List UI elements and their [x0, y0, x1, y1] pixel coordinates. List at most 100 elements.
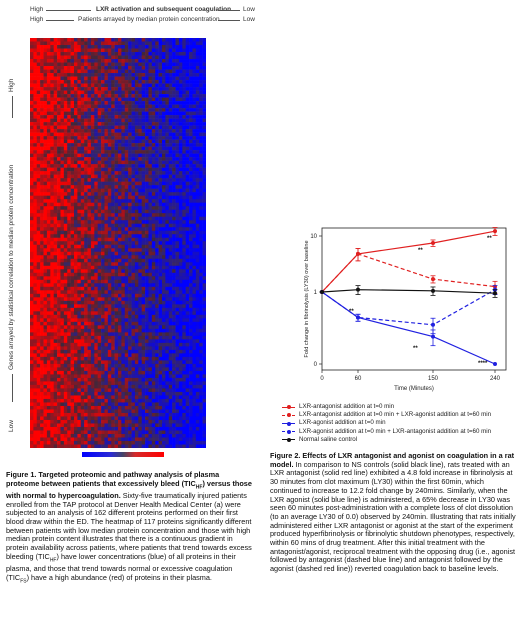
- heatmap-cell: [182, 76, 186, 81]
- heatmap-cell: [145, 52, 149, 56]
- heatmap-cell: [165, 370, 170, 375]
- heatmap-cell: [162, 293, 166, 298]
- heatmap-cell: [30, 80, 34, 84]
- heatmap-cell: [107, 104, 112, 109]
- heatmap-cell: [158, 258, 163, 263]
- heatmap-cell: [50, 108, 54, 112]
- heatmap-cell: [199, 332, 203, 337]
- heatmap-cell: [111, 185, 115, 189]
- heatmap-cell: [158, 188, 163, 193]
- heatmap-cell: [121, 164, 126, 168]
- heatmap-cell: [128, 171, 132, 175]
- heatmap-cell: [33, 132, 38, 137]
- heatmap-cell: [84, 167, 88, 172]
- heatmap-cell: [57, 290, 61, 295]
- heatmap-cell: [195, 139, 200, 144]
- heatmap-cell: [148, 181, 153, 186]
- heatmap-cell: [57, 157, 61, 161]
- heatmap-cell: [199, 94, 203, 98]
- heatmap-cell: [107, 244, 112, 249]
- heatmap-cell: [141, 136, 146, 140]
- heatmap-cell: [175, 136, 180, 140]
- heatmap-cell: [43, 111, 48, 116]
- heatmap-cell: [172, 213, 176, 218]
- heatmap-cell: [50, 241, 54, 246]
- heatmap-cell: [185, 97, 190, 102]
- heatmap-cell: [57, 83, 61, 88]
- heatmap-cell: [87, 293, 92, 298]
- heatmap-cell: [138, 363, 142, 368]
- heatmap-cell: [87, 311, 92, 316]
- heatmap-cell: [63, 76, 68, 81]
- heatmap-cell: [195, 66, 200, 70]
- heatmap-cell: [138, 185, 142, 189]
- heatmap-cell: [148, 185, 153, 189]
- heatmap-cell: [158, 332, 163, 337]
- heatmap-cell: [138, 370, 142, 375]
- heatmap-cell: [121, 206, 126, 211]
- heatmap-cell: [192, 181, 197, 186]
- heatmap-cell: [60, 244, 65, 249]
- heatmap-cell: [94, 178, 98, 182]
- heatmap-cell: [67, 283, 71, 288]
- heatmap-cell: [101, 38, 105, 42]
- heatmap-cell: [77, 59, 82, 63]
- heatmap-cell: [94, 132, 98, 137]
- heatmap-cell: [195, 69, 200, 74]
- heatmap-cell: [101, 227, 105, 232]
- heatmap-cell: [36, 90, 41, 95]
- heatmap-cell: [185, 206, 190, 211]
- heatmap-cell: [131, 272, 136, 277]
- heatmap-cell: [77, 363, 82, 368]
- heatmap-cell: [43, 234, 48, 239]
- heatmap-cell: [192, 125, 197, 130]
- heatmap-cell: [172, 269, 176, 274]
- heatmap-cell: [33, 216, 38, 221]
- heatmap-cell: [104, 356, 109, 361]
- heatmap-cell: [84, 230, 88, 235]
- heatmap-cell: [104, 241, 109, 246]
- heatmap-cell: [107, 304, 112, 309]
- heatmap-cell: [141, 346, 146, 351]
- heatmap-cell: [134, 188, 139, 193]
- fig1-top-center-label: LXR activation and subsequent coagulatio…: [96, 6, 232, 13]
- heatmap-cell: [46, 349, 51, 354]
- heatmap-cell: [145, 199, 149, 203]
- heatmap-cell: [97, 360, 102, 365]
- heatmap-cell: [107, 69, 112, 74]
- heatmap-cell: [162, 230, 166, 235]
- heatmap-cell: [111, 195, 115, 200]
- heatmap-cell: [46, 171, 51, 175]
- heatmap-cell: [46, 272, 51, 277]
- heatmap-cell: [67, 209, 71, 214]
- heatmap-cell: [46, 178, 51, 182]
- heatmap-cell: [67, 276, 71, 281]
- heatmap-cell: [67, 83, 71, 88]
- heatmap-cell: [148, 202, 153, 207]
- heatmap-cell: [131, 69, 136, 74]
- heatmap-cell: [101, 272, 105, 277]
- heatmap-cell: [148, 73, 153, 77]
- heatmap-cell: [77, 258, 82, 263]
- heatmap-cell: [30, 150, 34, 154]
- heatmap-cell: [111, 251, 115, 256]
- heatmap-cell: [87, 304, 92, 309]
- heatmap-cell: [74, 244, 78, 249]
- heatmap-cell: [168, 87, 173, 91]
- heatmap-cell: [90, 87, 95, 91]
- heatmap-cell: [84, 328, 88, 333]
- heatmap-cell: [172, 244, 176, 249]
- heatmap-cell: [60, 181, 65, 186]
- heatmap-cell: [128, 48, 132, 53]
- heatmap-cell: [60, 339, 65, 344]
- heatmap-cell: [172, 76, 176, 81]
- heatmap-cell: [63, 206, 68, 211]
- heatmap-cell: [74, 251, 78, 256]
- heatmap-cell: [145, 41, 149, 46]
- heatmap-cell: [80, 300, 85, 305]
- heatmap-cell: [202, 367, 206, 372]
- heatmap-cell: [90, 244, 95, 249]
- heatmap-cell: [189, 94, 193, 98]
- heatmap-cell: [77, 279, 82, 284]
- heatmap-cell: [101, 97, 105, 102]
